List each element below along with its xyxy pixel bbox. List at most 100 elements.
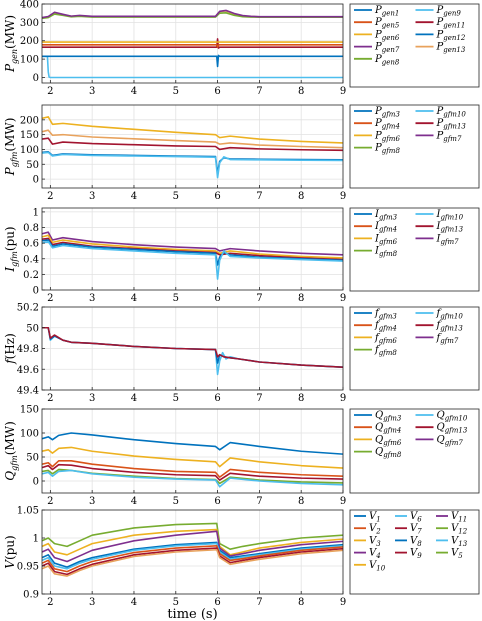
- y-tick-label: 0: [33, 175, 39, 186]
- x-tick-label: 5: [173, 86, 179, 97]
- series-line-0: [42, 522, 343, 551]
- series-group: [42, 522, 343, 577]
- x-tick-label: 5: [173, 496, 179, 507]
- x-tick-label: 8: [298, 393, 304, 404]
- x-tick-label: 4: [131, 496, 137, 507]
- x-tick-label: 2: [47, 393, 53, 404]
- series-line-3: [42, 541, 343, 568]
- legend-box: [349, 509, 480, 595]
- legend-entry: fgfm3: [374, 308, 397, 321]
- legend-entry: Pgfm8: [374, 143, 400, 156]
- y-tick-label: 200: [20, 36, 39, 47]
- y-tick-label: 300: [20, 18, 39, 29]
- x-tick-label: 7: [256, 393, 262, 404]
- x-axis-label: time (s): [167, 607, 217, 621]
- legend-entry: V2: [369, 523, 381, 536]
- legend-entry: Pgen12: [436, 29, 466, 42]
- y-tick-label: 200: [20, 115, 39, 126]
- legend-entry: fgfm6: [374, 332, 397, 345]
- axes-frame: [41, 207, 344, 291]
- x-tick-label: 3: [89, 496, 95, 507]
- y-tick-label: 49.8: [17, 344, 39, 355]
- legend-entry: Igfm13: [436, 221, 464, 234]
- axes-frame: [41, 509, 344, 595]
- x-tick-label: 7: [256, 293, 262, 304]
- legend-entry: Qgfm3: [375, 410, 402, 423]
- series-line-1: [42, 528, 343, 556]
- x-tick-label: 5: [173, 393, 179, 404]
- legend-entry: V7: [410, 523, 422, 536]
- panel-fgfm: 2 3 4 5 6 7 8 9 49.4 49.6 49.8 50 50.2 f(Hz): [3, 303, 346, 405]
- legend-entry: Pgen8: [374, 54, 400, 67]
- legend-entry: Pgen13: [436, 42, 466, 55]
- legend-entry: Pgen5: [374, 17, 400, 30]
- y-tick-label: 0: [33, 477, 39, 488]
- series-line-1: [42, 234, 343, 259]
- legend-entry: Pgfm7: [436, 130, 462, 143]
- legend-entry: Igfm3: [374, 209, 398, 222]
- y-axis-label: Pgen(MW): [3, 15, 19, 73]
- series-line-2: [42, 530, 343, 563]
- legend-entry: V10: [369, 560, 386, 573]
- legend-entry: Pgfm4: [374, 118, 400, 131]
- x-tick-label: 3: [89, 86, 95, 97]
- panel-v: 2 3 4 5 6 7 8 9 0.9 0.95 1 1.05 V(pu) time (s): [3, 506, 346, 621]
- y-tick-label: 1: [33, 207, 39, 218]
- x-tick-label: 3: [89, 597, 95, 608]
- y-tick-label: 100: [20, 145, 39, 156]
- y-tick-label: 0.8: [23, 223, 39, 234]
- y-tick-label: 50: [26, 323, 39, 334]
- series-group: [42, 9, 343, 79]
- x-tick-label: 8: [298, 293, 304, 304]
- y-tick-label: 0: [33, 73, 39, 84]
- legend: fgfm3 fgfm10 fgfm4 fgfm13 fgfm6 fgfm7 fgfm8: [349, 306, 480, 391]
- legend: Qgfm3 Qgfm10 Qgfm4 Qgfm13 Qgfm6 Qgfm7 Qgfm8: [349, 408, 480, 494]
- series-line-0: [42, 231, 343, 256]
- y-tick-label: 50: [26, 453, 39, 464]
- legend-entry: fgfm8: [374, 345, 397, 358]
- y-axis-label: f(Hz): [3, 333, 17, 365]
- legend-entry: V1: [369, 511, 381, 524]
- legend-entry: Pgen6: [374, 29, 400, 42]
- y-tick-label: 100: [20, 55, 39, 66]
- x-tick-label: 6: [214, 293, 220, 304]
- series-line-0: [42, 55, 343, 79]
- x-tick-label: 4: [131, 86, 137, 97]
- legend: Igfm3 Igfm10 Igfm4 Igfm13 Igfm6 Igfm7 Igfm8: [349, 207, 480, 292]
- x-tick-label: 2: [47, 496, 53, 507]
- x-tick-label: 2: [47, 191, 53, 202]
- legend-entry: Qgfm4: [375, 422, 401, 435]
- legend-entry: Igfm6: [374, 233, 398, 246]
- y-axis-label: V(pu): [3, 535, 17, 568]
- series-line-2: [42, 38, 343, 49]
- y-tick-label: 0.2: [23, 270, 39, 281]
- x-tick-label: 3: [89, 191, 95, 202]
- x-tick-label: 6: [214, 191, 220, 202]
- legend-entry: Igfm8: [374, 246, 398, 259]
- axes-frame: [41, 408, 344, 494]
- y-tick-label: 1: [33, 534, 39, 545]
- series-line-0: [42, 116, 343, 144]
- x-tick-label: 8: [298, 86, 304, 97]
- x-tick-label: 2: [47, 293, 53, 304]
- x-tick-label: 7: [256, 496, 262, 507]
- x-tick-label: 7: [256, 86, 262, 97]
- legend-entry: fgfm4: [374, 320, 397, 333]
- series-line-6: [42, 547, 343, 576]
- series-line-4: [42, 542, 343, 570]
- axes-frame: [41, 104, 344, 189]
- series-line-5: [42, 545, 343, 573]
- series-line-5: [42, 469, 343, 488]
- legend-entry: Qgfm13: [437, 422, 468, 435]
- x-tick-label: 3: [89, 293, 95, 304]
- legend-entry: V6: [410, 511, 422, 524]
- legend-entry: Igfm10: [436, 209, 464, 222]
- y-axis-label: Pgfm(MW): [3, 118, 19, 177]
- series-line-4: [42, 240, 343, 280]
- x-tick-label: 8: [298, 191, 304, 202]
- series-group: [42, 116, 343, 179]
- y-tick-label: 1.05: [17, 506, 39, 517]
- legend-box: [349, 306, 480, 391]
- x-tick-label: 9: [340, 597, 346, 608]
